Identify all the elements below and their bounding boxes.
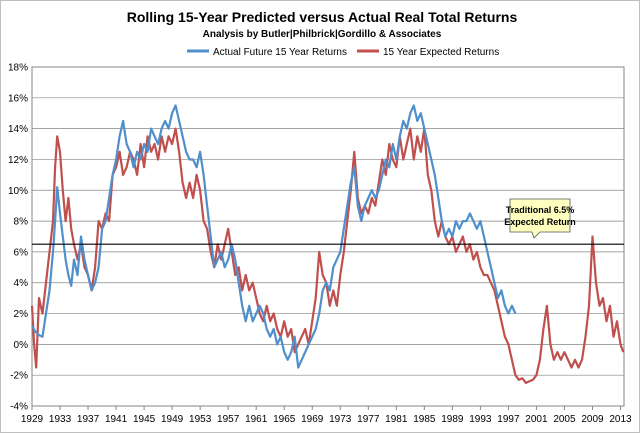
legend-label-actual: Actual Future 15 Year Returns bbox=[213, 47, 347, 58]
x-tick-label: 1957 bbox=[217, 414, 240, 425]
y-tick-label: -4% bbox=[10, 402, 28, 413]
y-axis: -4% -2% 0% 2% 4% 6% 8% 10% 12% 14% 16% 18% bbox=[8, 63, 28, 413]
x-tick-label: 1973 bbox=[329, 414, 352, 425]
x-axis: 1929 1933 1937 1941 1945 1949 1953 1957 1961 1965… bbox=[21, 406, 632, 425]
x-tick-label: 1929 bbox=[21, 414, 44, 425]
x-tick-label: 1997 bbox=[497, 414, 520, 425]
chart-title: Rolling 15-Year Predicted versus Actual … bbox=[127, 9, 518, 25]
x-tick-label: 1969 bbox=[301, 414, 324, 425]
x-tick-label: 1949 bbox=[161, 414, 184, 425]
series-lines bbox=[30, 104, 625, 384]
x-tick-label: 1945 bbox=[133, 414, 156, 425]
y-tick-label: 12% bbox=[8, 155, 28, 166]
y-tick-label: 0% bbox=[14, 340, 29, 351]
series-line-actual-future-15-year-returns bbox=[31, 104, 517, 369]
x-tick-label: 2013 bbox=[609, 414, 632, 425]
x-tick-label: 2005 bbox=[553, 414, 576, 425]
x-tick-label: 1993 bbox=[469, 414, 492, 425]
x-tick-label: 1989 bbox=[441, 414, 464, 425]
callout: Traditional 6.5% Expected Return bbox=[504, 198, 576, 239]
x-tick-label: 1977 bbox=[357, 414, 380, 425]
y-tick-label: 8% bbox=[14, 217, 29, 228]
y-tick-label: 10% bbox=[8, 186, 28, 197]
x-tick-label: 1953 bbox=[189, 414, 212, 425]
x-tick-label: 1941 bbox=[105, 414, 128, 425]
series-line-15-year-expected-returns bbox=[30, 127, 625, 384]
x-tick-label: 1937 bbox=[77, 414, 100, 425]
x-tick-label: 1961 bbox=[245, 414, 268, 425]
y-tick-label: 14% bbox=[8, 124, 28, 135]
x-tick-label: 2009 bbox=[581, 414, 604, 425]
y-tick-label: 4% bbox=[14, 278, 29, 289]
y-tick-label: 18% bbox=[8, 63, 28, 74]
y-tick-label: 2% bbox=[14, 309, 29, 320]
legend: Actual Future 15 Year Returns 15 Year Ex… bbox=[187, 47, 499, 58]
x-tick-label: 2001 bbox=[525, 414, 548, 425]
gridlines bbox=[31, 66, 625, 407]
y-tick-label: 16% bbox=[8, 93, 28, 104]
y-tick-label: 6% bbox=[14, 247, 29, 258]
y-tick-label: -2% bbox=[10, 371, 28, 382]
chart-subtitle: Analysis by Butler|Philbrick|Gordillo & … bbox=[203, 29, 442, 40]
x-tick-label: 1965 bbox=[273, 414, 296, 425]
x-tick-label: 1933 bbox=[49, 414, 72, 425]
x-tick-label: 1985 bbox=[413, 414, 436, 425]
callout-box bbox=[509, 198, 571, 239]
legend-label-expected: 15 Year Expected Returns bbox=[383, 47, 499, 58]
callout-line-2: Expected Return bbox=[504, 217, 576, 227]
x-tick-label: 1981 bbox=[385, 414, 408, 425]
callout-line-1: Traditional 6.5% bbox=[506, 205, 575, 215]
